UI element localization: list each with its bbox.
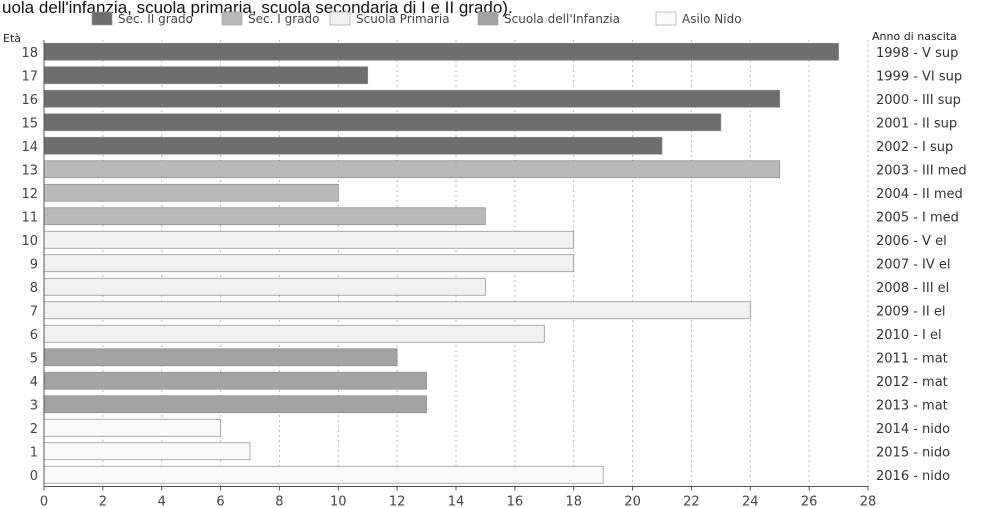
x-tick-label: 16 xyxy=(507,495,524,508)
birth-year-label: 2016 - nido xyxy=(876,469,950,484)
chart-title: uola dell'infanzia, scuola primaria, scu… xyxy=(2,0,513,17)
legend-label: Scuola dell'Infanzia xyxy=(504,12,620,26)
birth-year-label: 2014 - nido xyxy=(876,422,950,437)
age-label: 7 xyxy=(30,304,38,319)
legend-label: Asilo Nido xyxy=(682,12,742,26)
birth-year-label: 2010 - I el xyxy=(876,328,942,343)
x-tick-label: 4 xyxy=(158,495,166,508)
age-label: 2 xyxy=(30,422,38,437)
age-label: 18 xyxy=(21,46,38,61)
age-label: 10 xyxy=(21,234,38,249)
bar xyxy=(43,371,427,390)
x-tick-label: 20 xyxy=(624,495,641,508)
bar xyxy=(43,183,339,202)
legend-swatch xyxy=(329,11,351,26)
legend-label: Scuola Primaria xyxy=(356,12,450,26)
axes xyxy=(43,40,869,491)
bar xyxy=(43,395,427,414)
birth-year-label: 1998 - V sup xyxy=(876,46,958,61)
age-label: 16 xyxy=(21,93,38,108)
bar xyxy=(43,324,545,343)
bar xyxy=(43,418,221,437)
age-label: 1 xyxy=(30,445,38,460)
age-label: 15 xyxy=(21,116,38,131)
x-tick-label: 18 xyxy=(565,495,582,508)
legend: Sec. II grado Sec. I grado Scuola Primaria… xyxy=(91,11,742,26)
bar xyxy=(43,301,751,320)
age-label: 12 xyxy=(21,187,38,202)
birth-year-label: 2003 - III med xyxy=(876,163,967,178)
birth-year-label: 1999 - VI sup xyxy=(876,69,962,84)
birth-year-label: 2012 - mat xyxy=(876,375,948,390)
bar xyxy=(43,230,575,249)
x-tick-label: 6 xyxy=(216,495,224,508)
age-label: 14 xyxy=(21,140,38,155)
birth-year-label: 2011 - mat xyxy=(876,351,948,366)
bar xyxy=(43,465,604,484)
age-label: 4 xyxy=(30,375,38,390)
x-tick-label: 2 xyxy=(99,495,107,508)
age-label: 11 xyxy=(21,210,38,225)
y-axis-label: Età xyxy=(3,32,21,45)
bars xyxy=(43,42,839,484)
legend-swatch xyxy=(91,11,113,26)
legend-label: Sec. II grado xyxy=(118,12,193,26)
age-label: 8 xyxy=(30,281,38,296)
birth-year-label: 2007 - IV el xyxy=(876,257,951,272)
x-tick-label: 8 xyxy=(275,495,283,508)
legend-swatch xyxy=(221,11,243,26)
birth-year-label: 2002 - I sup xyxy=(876,140,953,155)
x-tick-labels: 0 2 4 6 8 10 12 14 16 18 20 22 24 26 28 xyxy=(40,495,876,508)
bar xyxy=(43,136,663,155)
age-label: 0 xyxy=(30,469,38,484)
x-tick-label: 26 xyxy=(801,495,818,508)
age-label: 5 xyxy=(30,351,38,366)
x-tick-label: 14 xyxy=(448,495,465,508)
birth-year-label: 2001 - II sup xyxy=(876,116,957,131)
bar xyxy=(43,113,722,132)
bar xyxy=(43,89,781,108)
birth-year-labels: 1998 - V sup 1999 - VI sup 2000 - III sup 2… xyxy=(876,46,967,484)
bar xyxy=(43,160,781,179)
x-tick-label: 12 xyxy=(389,495,406,508)
bar xyxy=(43,42,839,61)
birth-year-header: Anno di nascita xyxy=(872,30,957,43)
age-label: 9 xyxy=(30,257,38,272)
birth-year-label: 2004 - II med xyxy=(876,187,963,202)
birth-year-label: 2008 - III el xyxy=(876,281,949,296)
bar xyxy=(43,442,251,461)
bar xyxy=(43,66,369,85)
legend-label: Sec. I grado xyxy=(248,12,319,26)
x-tick-label: 22 xyxy=(683,495,700,508)
age-label: 13 xyxy=(21,163,38,178)
birth-year-label: 2000 - III sup xyxy=(876,93,961,108)
birth-year-label: 2015 - nido xyxy=(876,445,950,460)
legend-swatch xyxy=(477,11,499,26)
bar xyxy=(43,207,486,226)
legend-swatch xyxy=(655,11,677,26)
age-label: 3 xyxy=(30,398,38,413)
x-tick-label: 0 xyxy=(40,495,48,508)
birth-year-label: 2006 - V el xyxy=(876,234,947,249)
birth-year-label: 2013 - mat xyxy=(876,398,948,413)
bar xyxy=(43,277,486,296)
bar xyxy=(43,348,398,367)
x-tick-label: 28 xyxy=(860,495,877,508)
bar xyxy=(43,254,575,273)
x-tick-label: 24 xyxy=(742,495,759,508)
age-label: 6 xyxy=(30,328,38,343)
age-label: 17 xyxy=(21,69,38,84)
birth-year-label: 2009 - II el xyxy=(876,304,945,319)
birth-year-label: 2005 - I med xyxy=(876,210,959,225)
x-tick-label: 10 xyxy=(330,495,347,508)
